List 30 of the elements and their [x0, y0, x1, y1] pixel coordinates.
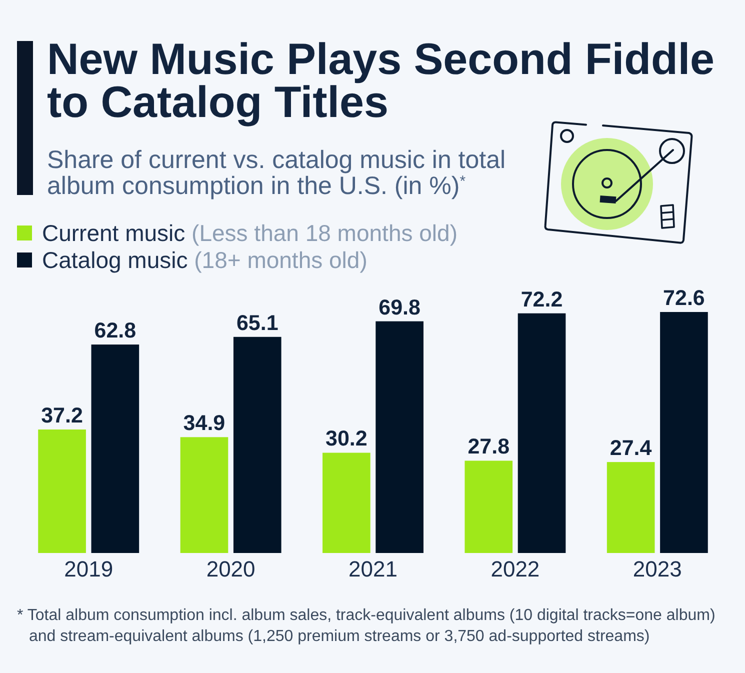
bar — [91, 344, 140, 553]
bar — [606, 462, 655, 553]
x-tick-label: 2022 — [490, 556, 540, 582]
chart-title: New Music Plays Second Fiddle to Catalog Titles — [47, 35, 715, 127]
data-label: 37.2 — [41, 404, 83, 428]
legend-label: Current music (Less than 18 months old) — [42, 220, 458, 246]
bar — [376, 321, 424, 553]
bar — [518, 313, 566, 553]
text: * Total album consumption incl. album sales, track-equivalent albums (10 digital tracks=one album) and stream-equivalent albums (1,250 premium streams or 3,750 ad-supported streams) — [17, 607, 716, 645]
data-label: 62.8 — [94, 318, 136, 343]
bar — [233, 336, 282, 553]
x-tick-label: 2020 — [206, 556, 256, 582]
x-tick-label: 2019 — [64, 556, 114, 582]
bar — [322, 452, 370, 553]
data-label: 72.6 — [663, 286, 705, 310]
data-label: 27.8 — [468, 434, 510, 459]
legend-label: Catalog music (18+ months old) — [42, 247, 368, 273]
data-label: 34.9 — [183, 411, 226, 436]
x-tick-label: 2023 — [632, 556, 682, 582]
bar — [464, 460, 513, 553]
data-label: 72.2 — [520, 287, 563, 312]
bar — [180, 437, 228, 553]
data-label: 69.8 — [378, 295, 421, 320]
data-label: 30.2 — [326, 426, 368, 451]
x-tick-label: 2021 — [348, 556, 398, 582]
chart-subtitle: Share of current vs. catalog music in total album consumption in the U.S. (in %)$^{*}$ — [47, 146, 506, 200]
bar — [660, 312, 708, 553]
bar — [38, 430, 86, 553]
data-label: 65.1 — [236, 310, 278, 335]
data-label: 27.4 — [610, 436, 652, 460]
